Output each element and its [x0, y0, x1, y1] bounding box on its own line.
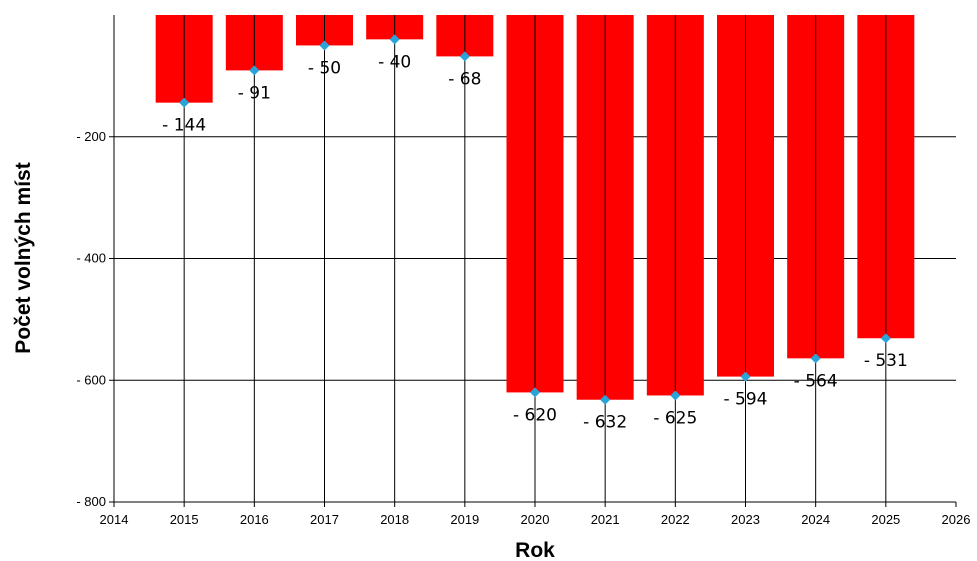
x-tick-label: 2015 [170, 512, 199, 527]
x-tick-label: 2022 [661, 512, 690, 527]
data-labels: - 144 - 91 - 50 - 40 - 68 - 620 - 632 - 625 - 59… [162, 52, 908, 432]
x-tick-label: 2025 [871, 512, 900, 527]
x-tick-label: 2023 [731, 512, 760, 527]
x-tick-label: 2026 [942, 512, 971, 527]
data-point-marker [319, 40, 330, 51]
data-label: - 50 [308, 58, 341, 78]
y-tick-label: - 400 [76, 251, 106, 266]
x-tick-label: 2014 [100, 512, 129, 527]
data-label: - 144 [162, 116, 206, 136]
data-label: - 531 [864, 351, 908, 371]
data-point-marker [740, 371, 751, 382]
data-point-marker [530, 387, 540, 398]
data-point-marker [600, 394, 611, 405]
data-point-marker [880, 333, 891, 344]
x-tick-label: 2020 [521, 512, 550, 527]
data-label: - 40 [378, 52, 411, 72]
x-axis-title: Rok [515, 539, 555, 561]
data-point-marker [670, 390, 681, 401]
y-tick-label: - 800 [76, 494, 106, 509]
data-label: - 632 [583, 413, 627, 433]
data-point-marker [459, 51, 470, 62]
data-label: - 564 [794, 371, 838, 391]
y-tick-label: - 600 [76, 372, 106, 387]
data-label: - 594 [724, 390, 768, 410]
data-point-marker [810, 353, 821, 364]
axes: - 200 - 400 - 600 - 800 2014 2015 2016 2017 2018… [76, 15, 970, 527]
data-point-marker [389, 34, 400, 45]
data-label: - 91 [238, 83, 271, 103]
x-tick-label: 2018 [380, 512, 409, 527]
data-point-marker [179, 97, 190, 108]
data-label: - 68 [448, 69, 481, 89]
data-label: - 620 [513, 405, 557, 425]
x-tick-label: 2016 [240, 512, 269, 527]
x-tick-label: 2024 [801, 512, 830, 527]
data-label: - 625 [653, 408, 697, 428]
markers [179, 34, 891, 405]
x-tick-label: 2019 [450, 512, 479, 527]
x-tick-label: 2021 [591, 512, 620, 527]
y-tick-label: - 200 [76, 129, 106, 144]
x-tick-label: 2017 [310, 512, 339, 527]
y-axis-title: Počet volných míst [12, 162, 35, 353]
stems [183, 15, 887, 502]
data-point-marker [249, 65, 260, 76]
